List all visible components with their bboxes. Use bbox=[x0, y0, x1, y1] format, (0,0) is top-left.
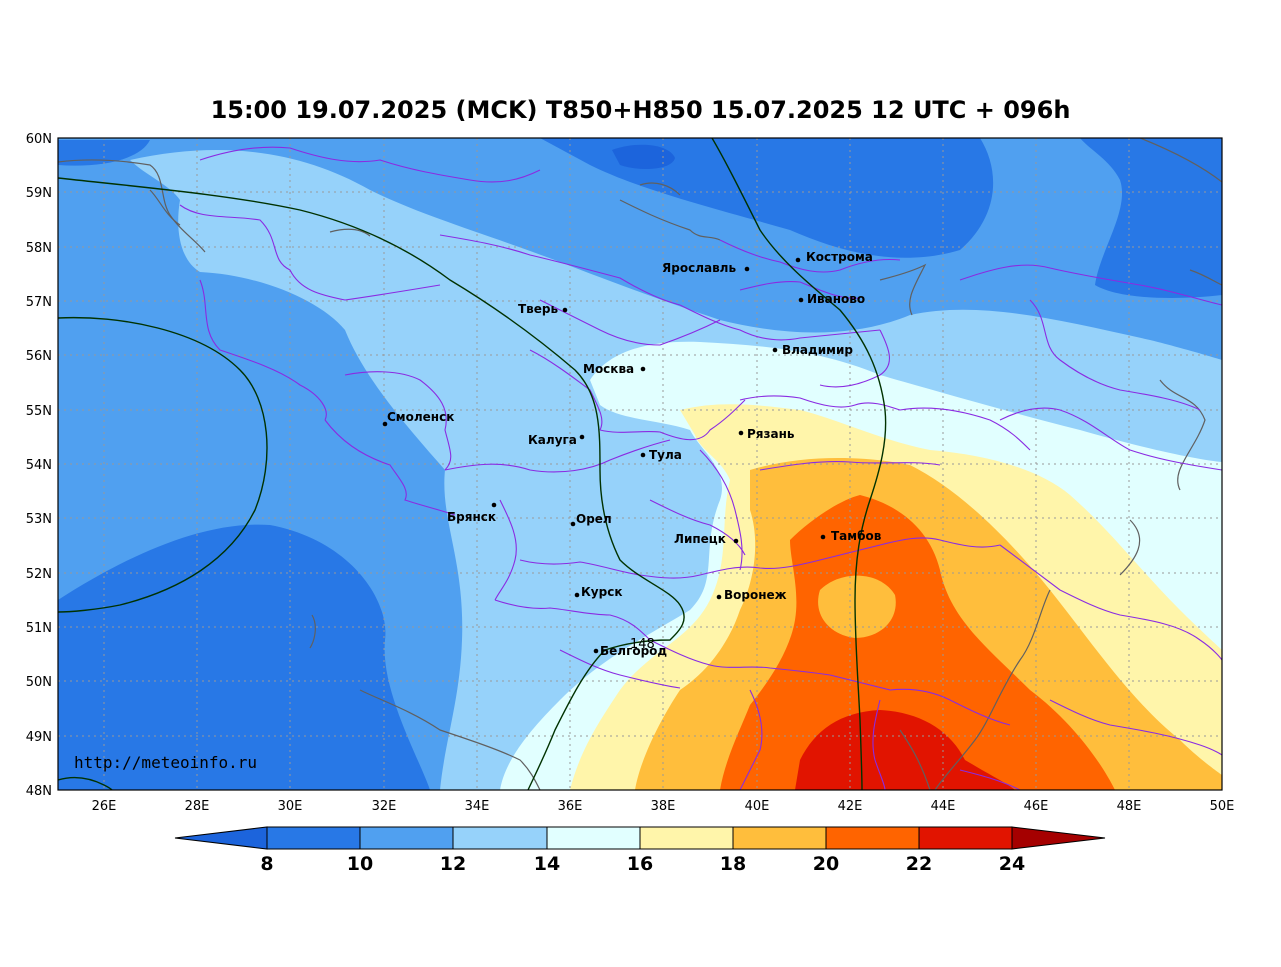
colorbar-tick: 22 bbox=[906, 853, 932, 875]
lat-label: 55N bbox=[26, 404, 52, 419]
city-label-tambov: Тамбов bbox=[831, 529, 882, 543]
colorbar-tick: 18 bbox=[720, 853, 746, 875]
city-dot bbox=[795, 257, 801, 263]
lon-label: 46E bbox=[1024, 799, 1049, 814]
colorbar-tick: 24 bbox=[999, 853, 1025, 875]
city-dot bbox=[772, 347, 778, 353]
map-title: 15:00 19.07.2025 (MCK) T850+H850 15.07.2… bbox=[210, 96, 1071, 124]
colorbar-tick: 20 bbox=[813, 853, 839, 875]
city-dot bbox=[798, 297, 804, 303]
city-dot bbox=[640, 366, 646, 372]
map-frame bbox=[57, 137, 1223, 791]
city-label-moscow: Москва bbox=[583, 362, 634, 376]
lat-label: 60N bbox=[26, 132, 52, 147]
lat-label: 49N bbox=[26, 730, 52, 745]
colorbar-tick: 8 bbox=[260, 853, 273, 875]
city-dot bbox=[574, 592, 580, 598]
city-dot bbox=[640, 452, 646, 458]
colorbar-tick: 14 bbox=[534, 853, 560, 875]
city-markers: Кострома Ярославль Иваново Тверь Владими… bbox=[382, 250, 882, 658]
lon-label: 32E bbox=[372, 799, 397, 814]
colorbar-tick: 16 bbox=[627, 853, 653, 875]
lat-label: 50N bbox=[26, 675, 52, 690]
lon-label: 28E bbox=[185, 799, 210, 814]
lat-label: 52N bbox=[26, 567, 52, 582]
source-watermark: http://meteoinfo.ru bbox=[74, 753, 257, 772]
city-dot bbox=[716, 594, 722, 600]
city-dot bbox=[579, 434, 585, 440]
lat-label: 57N bbox=[26, 295, 52, 310]
lon-label: 34E bbox=[465, 799, 490, 814]
latitude-labels: 60N 59N 58N 57N 56N 55N 54N 53N 52N 51N … bbox=[26, 132, 52, 799]
city-label-ivanovo: Иваново bbox=[807, 292, 865, 306]
city-dot bbox=[733, 538, 739, 544]
lon-label: 26E bbox=[92, 799, 117, 814]
region-borders bbox=[179, 146, 1222, 790]
city-label-lipetsk: Липецк bbox=[674, 532, 726, 546]
city-dot bbox=[738, 430, 744, 436]
colorbar-tick: 10 bbox=[347, 853, 373, 875]
city-label-vladimir: Владимир bbox=[782, 343, 853, 357]
colorbar-swatch bbox=[452, 826, 548, 850]
lat-label: 48N bbox=[26, 784, 52, 799]
city-label-belgorod: Белгород bbox=[600, 644, 667, 658]
city-label-orel: Орел bbox=[576, 512, 612, 526]
city-label-kostroma: Кострома bbox=[806, 250, 873, 264]
colorbar-swatch bbox=[546, 826, 641, 850]
contour-label: 148 bbox=[630, 637, 655, 652]
lat-label: 59N bbox=[26, 186, 52, 201]
city-label-voronezh: Воронеж bbox=[724, 588, 787, 602]
lat-label: 58N bbox=[26, 241, 52, 256]
city-label-kursk: Курск bbox=[581, 585, 622, 599]
city-dot bbox=[382, 421, 388, 427]
city-dot bbox=[593, 648, 599, 654]
colorbar-tick: 12 bbox=[440, 853, 466, 875]
lon-label: 44E bbox=[931, 799, 956, 814]
lon-label: 36E bbox=[558, 799, 583, 814]
lat-label: 54N bbox=[26, 458, 52, 473]
city-dot bbox=[820, 534, 826, 540]
geopotential-contours bbox=[58, 138, 887, 790]
city-label-yaroslavl: Ярославль bbox=[662, 261, 736, 275]
lon-label: 42E bbox=[838, 799, 863, 814]
lon-label: 48E bbox=[1117, 799, 1142, 814]
city-dot bbox=[562, 307, 568, 313]
lon-label: 38E bbox=[651, 799, 676, 814]
longitude-labels: 26E 28E 30E 32E 34E 36E 38E 40E 42E 44E … bbox=[92, 799, 1235, 814]
lon-label: 50E bbox=[1210, 799, 1235, 814]
colorbar-swatch bbox=[639, 826, 734, 850]
city-label-tula: Тула bbox=[649, 448, 682, 462]
city-label-tver: Тверь bbox=[518, 302, 559, 316]
city-label-smolensk: Смоленск bbox=[387, 410, 454, 424]
lon-label: 30E bbox=[278, 799, 303, 814]
city-label-kaluga: Калуга bbox=[528, 433, 577, 447]
colorbar: 8 10 12 14 16 18 20 22 24 bbox=[174, 826, 1106, 875]
lat-label: 53N bbox=[26, 512, 52, 527]
colorbar-swatch bbox=[732, 826, 827, 850]
colorbar-max-arrow bbox=[1011, 826, 1106, 850]
lon-label: 40E bbox=[745, 799, 770, 814]
colorbar-swatch bbox=[359, 826, 454, 850]
city-label-bryansk: Брянск bbox=[447, 510, 496, 524]
colorbar-swatch bbox=[825, 826, 920, 850]
rivers-lakes bbox=[58, 138, 1222, 790]
lat-label: 56N bbox=[26, 349, 52, 364]
colorbar-min-arrow bbox=[174, 826, 268, 850]
temperature-field: 148 bbox=[58, 138, 1222, 790]
lat-label: 51N bbox=[26, 621, 52, 636]
colorbar-swatch bbox=[266, 826, 361, 850]
city-dot bbox=[744, 266, 750, 272]
city-label-ryazan: Рязань bbox=[747, 427, 795, 441]
city-dot bbox=[570, 521, 576, 527]
city-dot bbox=[491, 502, 497, 508]
colorbar-swatch bbox=[918, 826, 1013, 850]
